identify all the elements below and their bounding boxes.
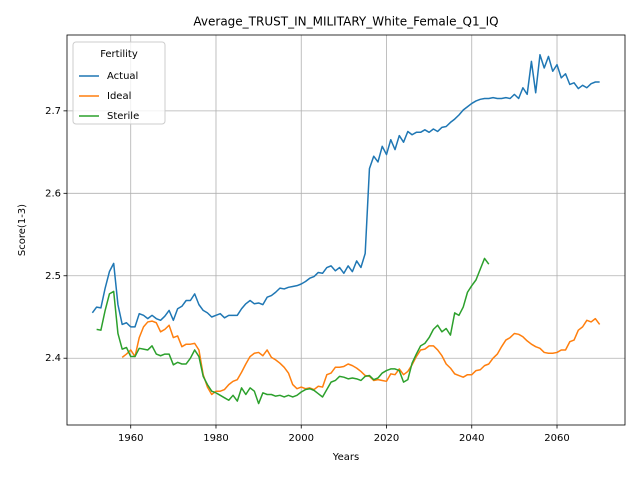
chart-title: Average_TRUST_IN_MILITARY_White_Female_Q… [193,15,498,29]
plot-lines [91,54,601,405]
legend-box [72,41,166,125]
y-tick-label: 2.4 [45,353,61,364]
axes-frame [66,34,626,426]
y-tick-label: 2.5 [45,271,61,282]
x-tick-label: 1960 [118,433,143,444]
y-tick-label: 2.6 [45,188,61,199]
legend-label: Sterile [107,111,139,122]
x-axis-label: Years [332,452,359,463]
x-tick-label: 2060 [544,433,569,444]
legend-title: Fertility [100,49,138,60]
legend-label: Ideal [107,91,131,102]
data-line [91,54,600,328]
legend: Fertility Actual Ideal Sterile [72,41,166,125]
legend-label: Actual [107,71,138,82]
x-tick-label: 2000 [289,433,314,444]
grid: 1960 1980 2000 2020 2040 2060 2.4 2.5 2.6 2.7 [45,35,625,444]
x-tick-label: 2020 [374,433,399,444]
x-tick-label: 1980 [203,433,228,444]
y-axis-label: Score(1-3) [17,204,28,256]
data-line [96,257,490,405]
x-tick-label: 2040 [459,433,484,444]
y-tick-label: 2.7 [45,106,61,117]
